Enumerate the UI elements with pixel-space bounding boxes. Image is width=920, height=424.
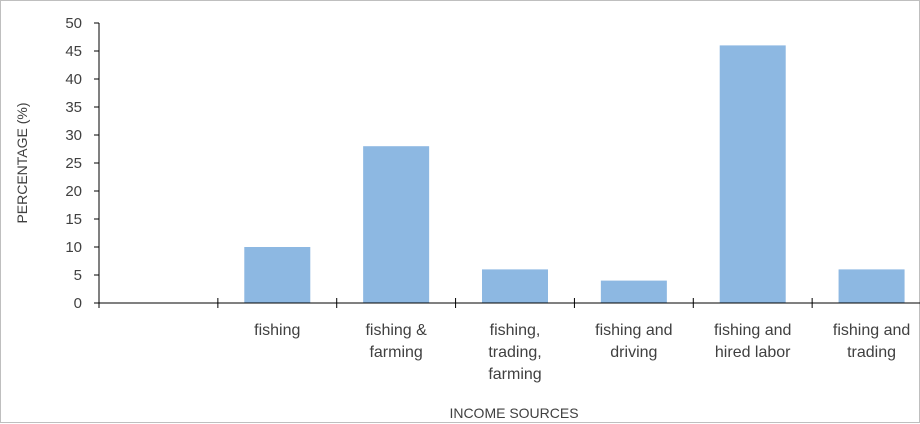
y-tick-label: 10	[65, 239, 82, 256]
bar	[244, 247, 311, 303]
y-tick-label: 35	[65, 99, 82, 116]
x-category-label: fishing	[254, 322, 300, 339]
bar	[719, 45, 786, 304]
bar	[838, 269, 905, 303]
x-category-label: fishing and trading	[833, 322, 910, 361]
bar	[600, 280, 667, 303]
y-axis-title: PERCENTAGE (%)	[14, 102, 30, 223]
y-tick-label: 25	[65, 155, 82, 172]
x-axis-category-labels: fishing fishing & farming fishing, trading, f…	[254, 322, 910, 383]
y-tick-label: 5	[74, 267, 82, 284]
x-category-label: fishing and hired labor	[714, 322, 791, 361]
y-tick-label: 0	[74, 295, 82, 312]
bar	[363, 146, 430, 303]
y-tick-label: 45	[65, 43, 82, 60]
y-axis-ticks: 0 5 10 15 20 25 30 35 40 45 50	[65, 15, 99, 312]
x-category-label: fishing and driving	[595, 322, 672, 361]
y-tick-label: 15	[65, 211, 82, 228]
y-tick-label: 30	[65, 127, 82, 144]
x-category-label: fishing & farming	[365, 322, 427, 361]
y-tick-label: 20	[65, 183, 82, 200]
x-axis-title: INCOME SOURCES	[449, 405, 578, 421]
bar	[482, 269, 548, 303]
bars	[244, 45, 905, 304]
y-tick-label: 50	[65, 15, 82, 32]
y-tick-label: 40	[65, 71, 82, 88]
x-category-label: fishing, trading, farming	[488, 322, 541, 383]
axes	[98, 23, 920, 308]
